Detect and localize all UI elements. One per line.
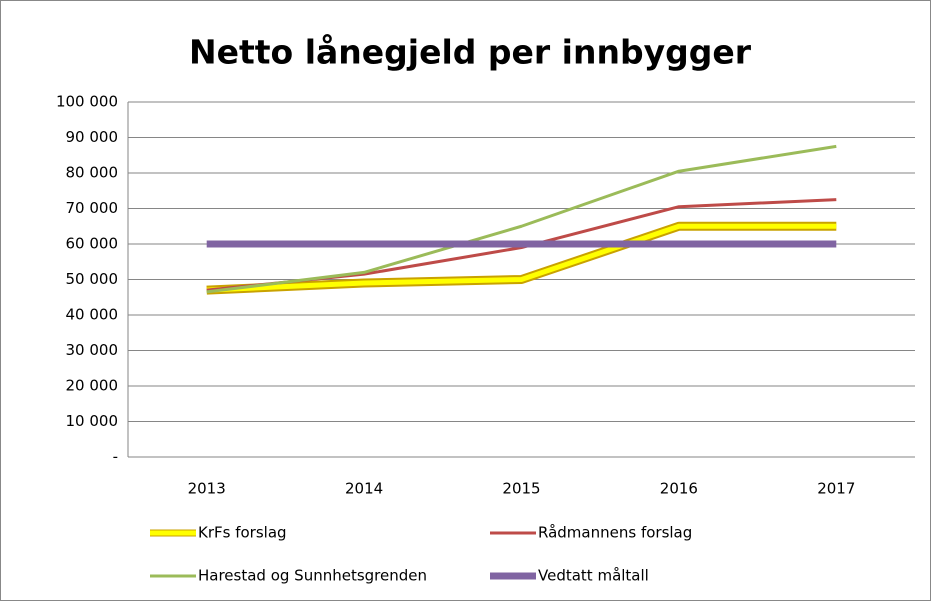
y-tick-label: 40 000 <box>66 306 119 324</box>
y-tick-label: 70 000 <box>66 199 119 217</box>
x-tick-label: 2014 <box>345 480 383 498</box>
legend-label: Vedtatt måltall <box>538 567 649 585</box>
y-tick-label: - <box>113 448 118 466</box>
legend-label: Rådmannens forslag <box>538 524 692 542</box>
y-tick-label: 100 000 <box>56 93 118 111</box>
x-tick-label: 2017 <box>817 480 855 498</box>
y-tick-label: 60 000 <box>66 235 119 253</box>
line <box>206 223 837 293</box>
y-tick-label: 50 000 <box>66 270 119 288</box>
x-tick-label: 2013 <box>188 480 226 498</box>
y-tick-label: 30 000 <box>66 341 119 359</box>
y-tick-label: 10 000 <box>66 412 119 430</box>
y-tick-label: 80 000 <box>66 164 119 182</box>
y-tick-label: 90 000 <box>66 128 119 146</box>
legend-label: KrFs forslag <box>198 524 287 542</box>
x-tick-label: 2015 <box>502 480 540 498</box>
chart-title: Netto lånegjeld per innbygger <box>189 33 752 72</box>
y-tick-label: 20 000 <box>66 377 119 395</box>
legend-label: Harestad og Sunnhetsgrenden <box>198 567 427 585</box>
x-tick-label: 2016 <box>660 480 698 498</box>
line <box>206 144 837 294</box>
